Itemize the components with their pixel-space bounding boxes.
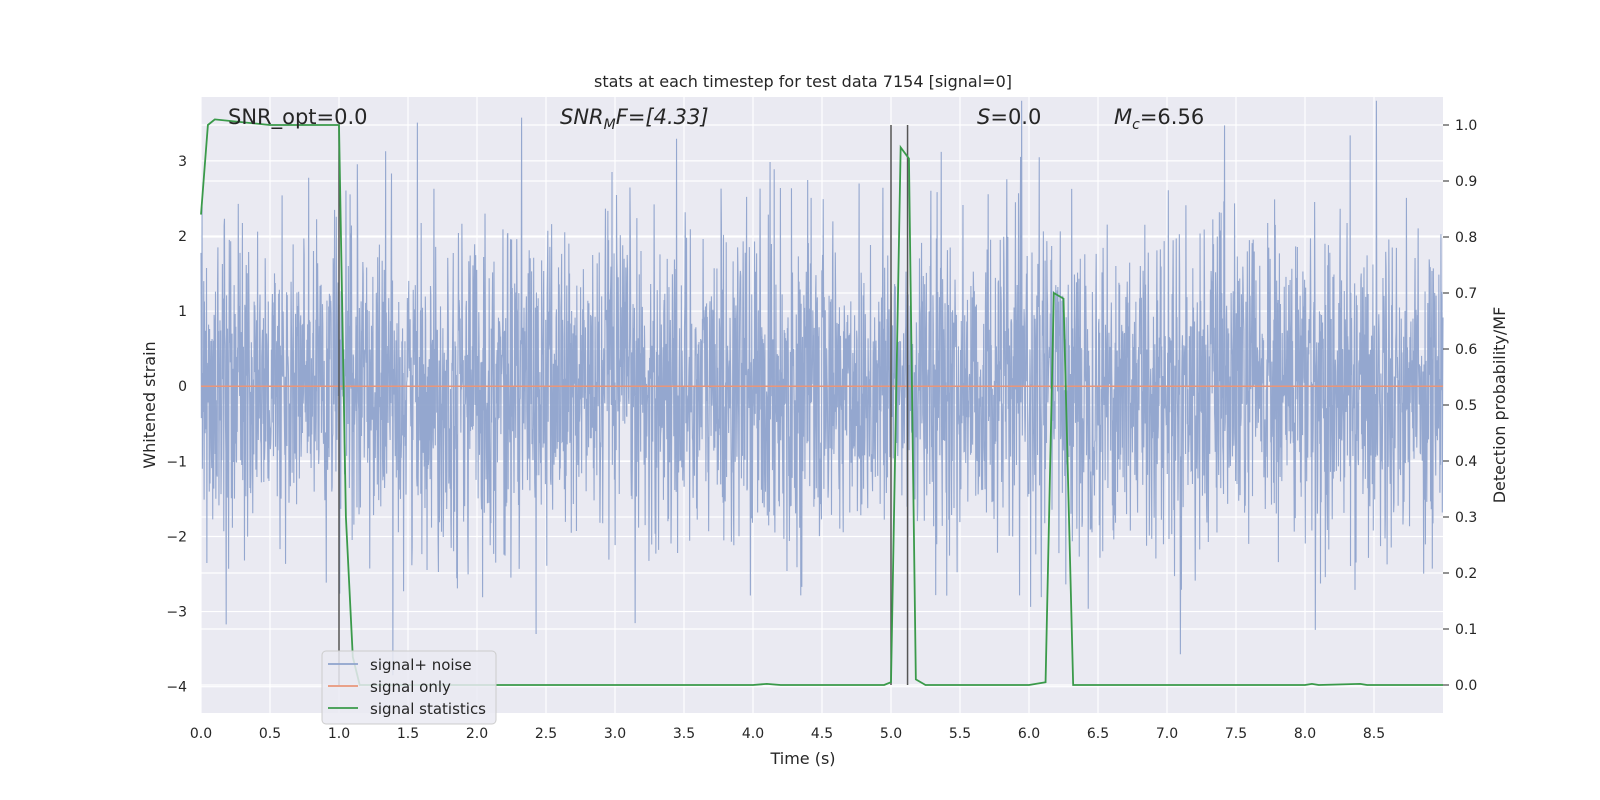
y-right-tick-label: 0.5 xyxy=(1455,398,1477,414)
x-tick-label: 3.0 xyxy=(604,726,626,742)
x-tick-label: 5.0 xyxy=(880,726,902,742)
signal-plus-noise-series xyxy=(200,100,1444,676)
y-axis-left-label: Whitened strain xyxy=(140,341,159,468)
x-tick-label: 2.0 xyxy=(466,726,488,742)
legend-label-signal-noise: signal+ noise xyxy=(370,656,472,674)
x-axis-label: Time (s) xyxy=(769,749,835,768)
axes: 0.0 0.5 1.0 1.5 2.0 2.5 3.0 3.5 4.0 4.5 5.0 5.5 6.0 6… xyxy=(166,118,1477,742)
y-right-tick-label: 0.1 xyxy=(1455,622,1477,638)
y-right-tick-label: 0.4 xyxy=(1455,454,1477,470)
y-right-tick-label: 0.3 xyxy=(1455,510,1477,526)
y-left-tick-label: −2 xyxy=(166,529,187,545)
x-tick-label: 0.0 xyxy=(190,726,212,742)
y-right-tick-label: 0.9 xyxy=(1455,174,1477,190)
y-left-tick-label: 3 xyxy=(178,154,187,170)
y-left-tick-label: 0 xyxy=(178,379,187,395)
annotation-snr-mf: SNRMF=[4.33] xyxy=(560,105,709,133)
y-axis-right-label: Detection probability/MF xyxy=(1490,307,1509,504)
x-tick-label: 4.0 xyxy=(742,726,764,742)
x-tick-label: 6.5 xyxy=(1087,726,1109,742)
x-tick-label: 8.0 xyxy=(1294,726,1316,742)
x-tick-label: 4.5 xyxy=(811,726,833,742)
y-right-tick-label: 0.8 xyxy=(1455,230,1477,246)
x-tick-label: 8.5 xyxy=(1363,726,1385,742)
annotation-snr-opt: SNR_opt=0.0 xyxy=(228,105,368,130)
y-right-tick-label: 1.0 xyxy=(1455,118,1477,134)
chart-title: stats at each timestep for test data 715… xyxy=(594,72,1012,91)
y-left-tick-label: −1 xyxy=(166,454,187,470)
y-right-tick-label: 0.7 xyxy=(1455,286,1477,302)
vertical-markers xyxy=(338,125,909,685)
annotation-s: S=0.0 xyxy=(977,105,1041,129)
legend-box xyxy=(321,650,497,725)
x-tick-label: 7.0 xyxy=(1156,726,1178,742)
legend-label-signal-only: signal only xyxy=(370,678,451,696)
y-right-tick-label: 0.6 xyxy=(1455,342,1477,358)
x-tick-label: 3.5 xyxy=(673,726,695,742)
signal-plus-noise-line xyxy=(200,100,1444,676)
y-right-tick-label: 0.0 xyxy=(1455,678,1477,694)
signal-statistics-series xyxy=(200,118,1443,686)
y-right-tick-label: 0.2 xyxy=(1455,566,1477,582)
legend-label-signal-statistics: signal statistics xyxy=(370,700,486,718)
x-tick-label: 6.0 xyxy=(1018,726,1040,742)
annotation-mc: Mc=6.56 xyxy=(1114,105,1204,133)
x-tick-label: 1.5 xyxy=(397,726,419,742)
y-left-tick-label: −4 xyxy=(166,680,187,696)
x-tick-label: 7.5 xyxy=(1225,726,1247,742)
y-left-tick-label: 1 xyxy=(178,304,187,320)
x-tick-label: 5.5 xyxy=(949,726,971,742)
x-tick-label: 1.0 xyxy=(328,726,350,742)
signal-statistics-line xyxy=(200,118,1443,686)
x-tick-label: 2.5 xyxy=(535,726,557,742)
y-left-tick-label: −3 xyxy=(166,605,187,621)
legend: signal+ noise signal only signal statist… xyxy=(321,650,497,725)
y-left-tick-label: 2 xyxy=(178,229,187,245)
x-tick-label: 0.5 xyxy=(259,726,281,742)
